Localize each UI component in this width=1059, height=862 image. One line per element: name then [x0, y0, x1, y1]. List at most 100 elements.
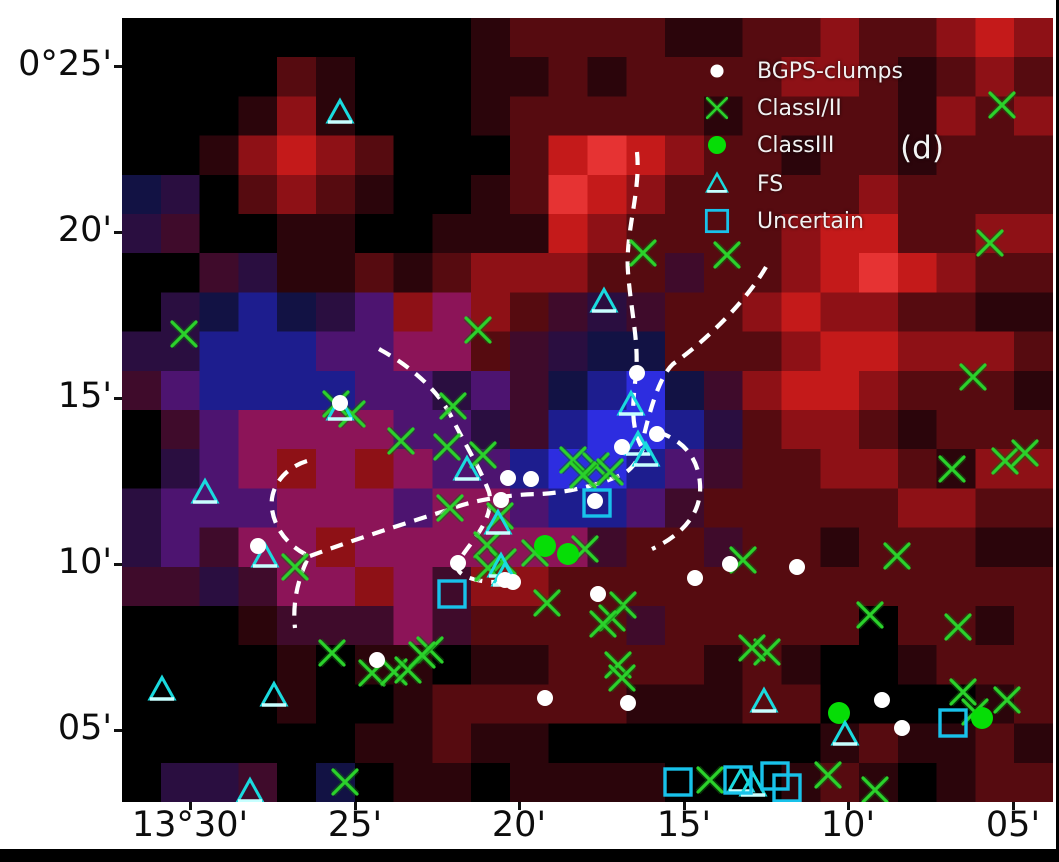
- cyan-triangle-marker: [749, 686, 779, 713]
- series-classiii: [534, 535, 993, 729]
- white-dot-marker: [369, 652, 385, 668]
- green-x-marker: [435, 493, 465, 523]
- series-classi-ii: [169, 90, 1040, 802]
- cyan-triangle-marker: [452, 454, 482, 481]
- white-dot-marker: [493, 492, 509, 508]
- green-circle-marker: [557, 543, 579, 565]
- green-x-marker: [958, 362, 988, 392]
- cyan-triangle-marker: [616, 389, 646, 416]
- green-x-marker: [407, 640, 437, 670]
- x-tick-label: 25': [327, 805, 383, 845]
- cyan-square-marker: [723, 765, 753, 795]
- legend-label: BGPS-clumps: [757, 58, 903, 84]
- green-x-marker: [990, 446, 1020, 476]
- green-circle-marker: [534, 535, 556, 557]
- green-x-marker: [558, 445, 588, 475]
- cyan-triangle-marker: [147, 674, 177, 701]
- green-x-marker: [468, 440, 498, 470]
- green-x-marker: [855, 600, 885, 630]
- green-x-marker: [432, 432, 462, 462]
- green-x-marker: [943, 612, 973, 642]
- legend-item-classi-ii: ClassI/II: [697, 89, 842, 127]
- x-tick-mark: [353, 802, 357, 810]
- green-x-marker: [882, 541, 912, 571]
- green-x-marker: [860, 775, 890, 802]
- white-dot-marker: [332, 395, 348, 411]
- legend-label: ClassIII: [757, 132, 835, 158]
- white-dot-marker: [722, 556, 738, 572]
- cyan-triangle-marker: [623, 429, 653, 456]
- green-x-marker: [532, 588, 562, 618]
- green-x-marker: [1010, 438, 1040, 468]
- white-dot-marker: [789, 559, 805, 575]
- nebula-background-image: [122, 18, 1053, 802]
- white-dot-marker: [505, 574, 521, 590]
- green-circle-marker: [971, 707, 993, 729]
- white-dot-marker: [450, 555, 466, 571]
- white-dot-marker: [649, 426, 665, 442]
- bottom-border-bar: [0, 849, 1059, 862]
- filament-dashed-curve: [309, 448, 645, 558]
- white-dot-marker: [620, 695, 636, 711]
- white-dot-marker: [614, 439, 630, 455]
- filament-dashed-curves: [269, 151, 768, 629]
- x-tick-mark: [188, 802, 192, 810]
- legend-item-classiii: ClassIII: [697, 126, 834, 164]
- white-dot-marker: [874, 692, 890, 708]
- green-x-marker: [607, 663, 637, 693]
- legend-label: Uncertain: [757, 208, 864, 234]
- green-x-marker: [975, 228, 1005, 258]
- x-tick-label: 20': [491, 805, 547, 845]
- cyan-square-marker: [938, 708, 968, 738]
- cyan-triangle-marker: [726, 766, 756, 793]
- x-tick-mark: [517, 802, 521, 810]
- y-tick-mark: [114, 562, 122, 566]
- legend-label: FS: [757, 171, 784, 197]
- cyan-square-marker: [704, 208, 730, 234]
- legend-item-fs: FS: [697, 165, 783, 203]
- y-tick-label: 0°25': [18, 44, 112, 84]
- filament-dashed-curve: [651, 430, 703, 551]
- y-tick-mark: [114, 230, 122, 234]
- cyan-square-marker: [582, 488, 612, 518]
- white-dot-marker: [629, 365, 645, 381]
- green-x-marker: [568, 460, 598, 490]
- y-tick-mark: [114, 64, 122, 68]
- white-dot-marker: [250, 538, 266, 554]
- cyan-triangle-marker: [325, 97, 355, 124]
- green-x-marker: [280, 552, 310, 582]
- filament-dashed-curve: [269, 458, 312, 629]
- plot-overlay-group: [147, 90, 1040, 802]
- legend-green-circle-icon: [707, 135, 727, 155]
- legend-white-dot-icon: [710, 64, 724, 78]
- y-tick-label: 10': [57, 542, 112, 582]
- legend-item-bgps-clumps: BGPS-clumps: [697, 52, 903, 90]
- x-tick-mark: [1011, 802, 1015, 810]
- x-tick-label: 05': [985, 805, 1041, 845]
- green-circle-marker: [707, 135, 727, 155]
- cyan-triangle-marker: [483, 508, 513, 535]
- cyan-triangle-marker: [250, 541, 280, 568]
- green-x-marker: [386, 426, 416, 456]
- filament-dashed-curve: [639, 265, 768, 445]
- white-dot-marker: [537, 690, 553, 706]
- cyan-square-marker: [663, 767, 693, 797]
- white-dot-marker: [687, 570, 703, 586]
- green-x-marker: [813, 760, 843, 790]
- cyan-triangle-marker: [738, 770, 768, 797]
- panel-label: (d): [900, 130, 944, 166]
- x-tick-label: 13°30': [131, 805, 249, 845]
- green-x-marker: [169, 319, 199, 349]
- legend-cyan-square-icon: [704, 208, 730, 234]
- cyan-triangle-marker: [705, 171, 729, 193]
- white-dot-marker: [894, 720, 910, 736]
- series-uncertain: [437, 488, 968, 802]
- green-x-marker: [317, 638, 347, 668]
- x-tick-label: 15': [656, 805, 712, 845]
- green-circle-marker: [828, 702, 850, 724]
- green-x-marker: [948, 677, 978, 707]
- cyan-triangle-marker: [259, 680, 289, 707]
- green-x-marker: [992, 685, 1022, 715]
